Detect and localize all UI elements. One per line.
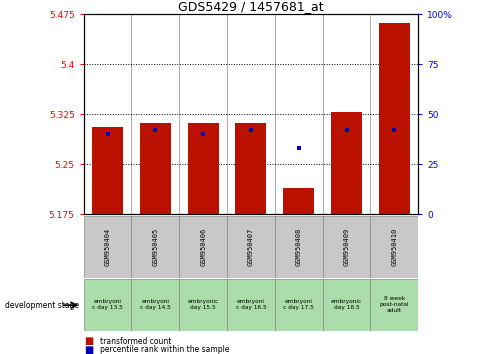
Bar <box>84 279 131 331</box>
Text: transformed count: transformed count <box>100 337 172 346</box>
Bar <box>370 279 418 331</box>
Bar <box>179 279 227 331</box>
Text: embryonic
day 18.5: embryonic day 18.5 <box>331 299 362 310</box>
Text: embryoni
c day 14.5: embryoni c day 14.5 <box>140 299 171 310</box>
Text: embryoni
c day 16.5: embryoni c day 16.5 <box>236 299 266 310</box>
Bar <box>275 279 323 331</box>
Text: embryoni
c day 17.5: embryoni c day 17.5 <box>283 299 314 310</box>
Bar <box>331 112 362 214</box>
Text: GSM950410: GSM950410 <box>391 228 397 266</box>
Text: 8 week
post-natal
adult: 8 week post-natal adult <box>380 297 409 313</box>
Bar <box>131 216 179 278</box>
Text: GSM950405: GSM950405 <box>152 228 158 266</box>
Bar <box>227 279 275 331</box>
Text: percentile rank within the sample: percentile rank within the sample <box>100 345 230 354</box>
Text: ■: ■ <box>84 345 93 354</box>
Text: GSM950407: GSM950407 <box>248 228 254 266</box>
Text: ■: ■ <box>84 336 93 346</box>
Text: GSM950404: GSM950404 <box>105 228 110 266</box>
Bar <box>283 188 314 214</box>
Bar <box>227 216 275 278</box>
Bar <box>140 123 171 214</box>
Bar <box>323 216 370 278</box>
Text: embryoni
c day 13.5: embryoni c day 13.5 <box>92 299 123 310</box>
Bar <box>187 123 218 214</box>
Text: development stage: development stage <box>5 301 79 310</box>
Bar <box>370 216 418 278</box>
Bar <box>275 216 323 278</box>
Title: GDS5429 / 1457681_at: GDS5429 / 1457681_at <box>178 0 324 13</box>
Text: embryonic
day 15.5: embryonic day 15.5 <box>187 299 219 310</box>
Bar <box>323 279 370 331</box>
Bar <box>92 127 123 214</box>
Text: GSM950408: GSM950408 <box>296 228 302 266</box>
Bar <box>379 23 410 214</box>
Bar <box>235 123 266 214</box>
Text: GSM950409: GSM950409 <box>344 228 349 266</box>
Text: GSM950406: GSM950406 <box>200 228 206 266</box>
Bar <box>179 216 227 278</box>
Bar <box>84 216 131 278</box>
Bar <box>131 279 179 331</box>
